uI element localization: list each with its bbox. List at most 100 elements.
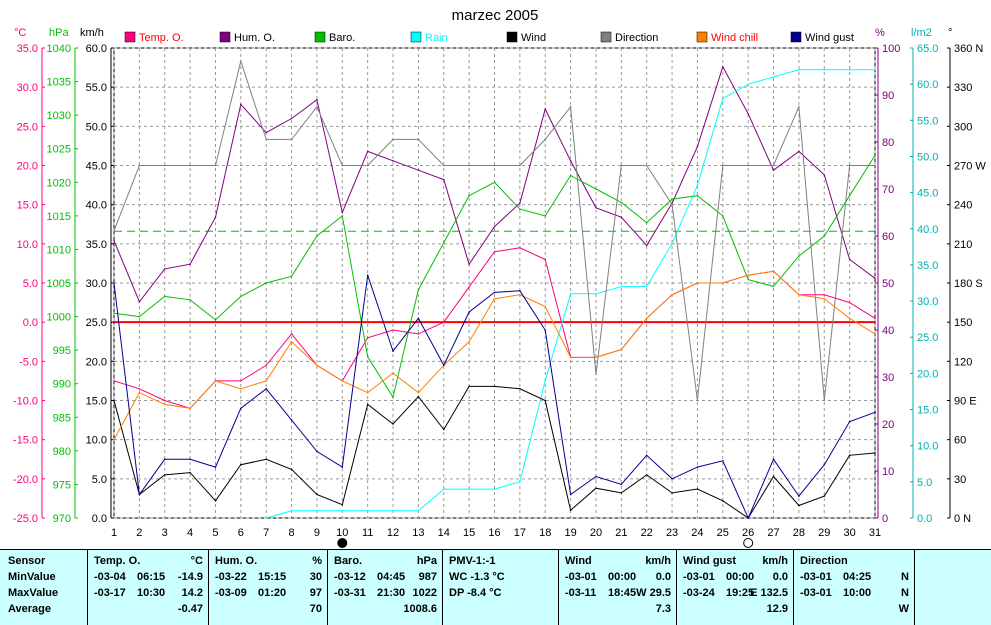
data-point-wind-chill — [798, 293, 800, 296]
temp-tick-label: 35.0 — [17, 43, 38, 55]
stats-column-unit: °C — [190, 555, 203, 567]
data-point-temp-o — [544, 258, 547, 261]
chart-legend: Temp. O. Hum. O. Baro. Rain Wind Direction Win… — [124, 31, 854, 44]
hum-tick-label: 0 — [882, 513, 888, 525]
data-point-hum-o — [544, 108, 547, 110]
stats-column-wind: Wind km/h -03-01 00:00 0.0 -03-11 18:45 W 29.5 7… — [558, 550, 676, 625]
baro-tick-label: 1030 — [47, 110, 71, 122]
stats-column-hum-o: Hum. O.% -03-22 15:15 30 -03-09 01:20 97 70 — [208, 550, 327, 625]
data-point-rain — [366, 509, 369, 512]
temp-tick-label: -25.0 — [13, 513, 38, 525]
data-point-direction — [874, 164, 876, 167]
stats-min-date: -03-01 — [800, 571, 832, 583]
baro-tick-label: 970 — [53, 513, 71, 525]
data-point-hum-o — [569, 160, 572, 162]
x-tick-label: 17 — [514, 527, 526, 539]
stats-average-value: -0.47 — [177, 603, 203, 615]
data-point-wind-chill — [874, 333, 876, 335]
data-point-wind — [874, 452, 876, 454]
data-point-baro — [392, 396, 394, 398]
data-point-wind-gust — [265, 387, 268, 390]
data-point-rain — [519, 481, 521, 483]
dir-tick-label: 180 S — [954, 278, 983, 290]
stats-min-time: 04:45 — [377, 571, 406, 583]
stats-min-time: 04:25 — [843, 571, 872, 583]
rain-tick-label: 45.0 — [917, 188, 938, 200]
data-point-wind-chill — [468, 340, 470, 343]
stats-max-time: 01:20 — [258, 587, 287, 599]
data-point-temp-o — [240, 380, 242, 382]
temp-tick-label: 5.0 — [23, 278, 38, 290]
data-point-baro — [620, 201, 623, 204]
data-point-direction — [671, 203, 673, 206]
stats-row-label: MinValue — [8, 571, 56, 583]
x-tick-label: 9 — [314, 527, 320, 539]
hum-tick-label: 40 — [882, 325, 894, 337]
data-point-wind — [113, 399, 115, 402]
rain-tick-label: 35.0 — [917, 260, 938, 272]
x-tick-label: 5 — [212, 527, 218, 539]
dir-tick-label: 360 N — [954, 43, 983, 55]
legend-swatch — [410, 31, 422, 43]
data-point-rain — [722, 97, 724, 100]
data-point-baro — [113, 312, 115, 315]
data-point-wind-gust — [823, 463, 826, 466]
data-point-hum-o — [493, 225, 496, 228]
data-point-wind — [544, 399, 547, 402]
stats-column-unit: hPa — [416, 555, 437, 567]
stats-max-value: W 29.5 — [636, 587, 671, 599]
full-moon-marker — [743, 538, 754, 548]
data-point-baro — [772, 285, 775, 288]
data-point-wind-chill — [290, 340, 293, 343]
rain-tick-label: 30.0 — [917, 296, 938, 308]
data-point-baro — [874, 154, 876, 157]
data-point-wind-chill — [620, 348, 623, 351]
hum-tick-label: 30 — [882, 372, 894, 384]
baro-tick-label: 980 — [53, 446, 71, 458]
data-point-direction — [620, 164, 623, 167]
data-point-wind — [798, 504, 800, 507]
x-tick-label: 26 — [742, 527, 754, 539]
data-point-hum-o — [645, 244, 648, 247]
data-point-wind — [442, 428, 445, 431]
data-point-wind-gust — [772, 458, 775, 461]
data-point-wind-gust — [366, 274, 369, 276]
data-point-wind-gust — [442, 364, 445, 367]
temp-axis-unit: °C — [14, 27, 26, 39]
stats-column-header: Wind gust — [683, 555, 737, 567]
stats-min-time: 15:15 — [258, 571, 287, 583]
stats-max-date: -03-09 — [215, 587, 247, 599]
data-point-wind-chill — [493, 297, 496, 300]
data-point-wind-gust — [671, 478, 673, 480]
data-point-hum-o — [189, 263, 191, 266]
stats-min-date: -03-22 — [215, 571, 247, 583]
data-point-wind — [569, 509, 572, 511]
data-point-temp-o — [113, 380, 115, 382]
stats-column-header: PMV-1:-1 — [449, 555, 496, 567]
data-point-wind-gust — [468, 311, 470, 313]
data-point-baro — [569, 174, 572, 177]
data-point-direction — [417, 138, 420, 141]
data-point-wind-gust — [645, 454, 648, 457]
x-tick-label: 2 — [136, 527, 142, 539]
x-tick-label: 30 — [844, 527, 856, 539]
data-point-wind-chill — [696, 282, 699, 284]
stats-row-label: Sensor — [8, 555, 46, 567]
data-point-wind-gust — [848, 420, 851, 423]
wind-tick-label: 20.0 — [86, 356, 107, 368]
data-point-wind-gust — [138, 493, 141, 496]
temp-tick-label: 15.0 — [17, 200, 38, 212]
data-point-baro — [671, 198, 673, 200]
x-tick-label: 25 — [717, 527, 729, 539]
stats-average-value: W — [898, 603, 909, 615]
legend-label: Wind gust — [805, 32, 854, 44]
data-point-wind-chill — [645, 317, 648, 320]
data-point-direction — [848, 164, 851, 167]
chart-axes: 1 2 3 4 5 6 7 8 9 10 11 12 13 14 15 16 17 18 19 20 21 22 23 24 2… — [13, 43, 986, 539]
data-point-wind — [316, 493, 318, 496]
data-point-direction — [341, 164, 344, 167]
data-point-baro — [645, 221, 648, 224]
data-point-direction — [595, 373, 597, 376]
wind-tick-label: 45.0 — [86, 161, 107, 173]
data-point-hum-o — [468, 263, 470, 266]
